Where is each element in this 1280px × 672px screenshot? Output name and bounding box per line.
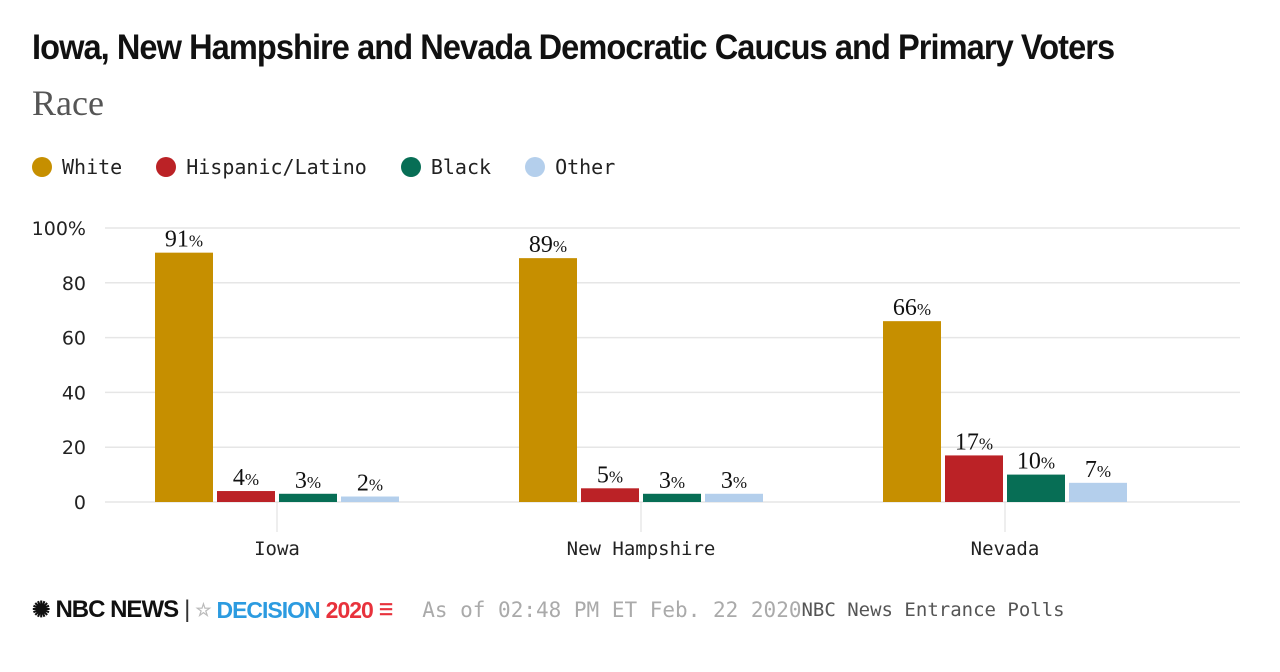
legend-item-white: White — [32, 155, 122, 179]
data-label: 3% — [721, 468, 747, 494]
bar-hispanic-latino — [945, 455, 1003, 502]
chart-title: Iowa, New Hampshire and Nevada Democrati… — [32, 28, 1115, 67]
data-label: 3% — [295, 468, 321, 494]
legend-item-hispanic: Hispanic/Latino — [156, 155, 367, 179]
legend-label: Hispanic/Latino — [186, 155, 367, 179]
y-tick-label: 80 — [62, 273, 86, 295]
as-of-timestamp: As of 02:48 PM ET Feb. 22 2020 — [422, 598, 802, 622]
legend-swatch — [400, 157, 421, 177]
data-label: 66% — [893, 295, 931, 321]
bar-white — [883, 321, 941, 502]
legend-item-black: Black — [400, 155, 492, 179]
data-label: 91% — [165, 227, 203, 253]
star-icon: ☆ — [195, 599, 211, 620]
legend-label: Black — [430, 155, 492, 179]
footer: ✺ NBC NEWS | ☆ DECISION 2020 ☰ As of 02:4… — [32, 596, 1065, 624]
x-tick-label: Nevada — [971, 538, 1040, 560]
x-tick-label: Iowa — [254, 538, 300, 560]
legend-swatch — [32, 157, 52, 177]
y-tick-label: 100% — [32, 218, 86, 240]
data-label: 10% — [1017, 449, 1055, 475]
bar-black — [643, 493, 701, 502]
y-tick-label: 60 — [62, 328, 86, 350]
logo-text: NBC NEWS — [55, 596, 179, 623]
bar-hispanic-latino — [217, 491, 275, 502]
data-label: 7% — [1085, 457, 1111, 483]
y-tick-label: 40 — [62, 382, 86, 404]
bar-white — [155, 252, 213, 502]
legend: White Hispanic/Latino Black Other — [32, 155, 615, 179]
data-label: 89% — [529, 232, 567, 258]
chart-subtitle: Race — [32, 83, 104, 123]
data-label: 3% — [659, 468, 685, 494]
y-tick-label: 20 — [62, 437, 86, 459]
bar-hispanic-latino — [581, 488, 639, 502]
source-text: NBC News Entrance Polls — [801, 599, 1065, 621]
data-label: 2% — [357, 471, 383, 497]
data-label: 17% — [955, 429, 993, 455]
legend-item-other: Other — [525, 155, 615, 179]
bar-white — [519, 258, 577, 502]
decision-year: 2020 — [325, 596, 374, 623]
legend-swatch — [525, 157, 546, 177]
nbc-news-logo: ✺ NBC NEWS | ☆ DECISION 2020 ☰ — [32, 596, 393, 624]
legend-label: Other — [555, 155, 616, 179]
bar-other — [705, 493, 763, 502]
x-tick-label: New Hampshire — [567, 538, 716, 560]
bar-other — [1069, 482, 1127, 502]
peacock-icon: ✺ — [32, 597, 50, 622]
divider: | — [184, 596, 190, 623]
bar-chart: 0 20 40 60 80 100% Iowa 91% 4% 3% 2% New Hampshire 8… — [32, 218, 1240, 560]
data-label: 4% — [233, 465, 259, 491]
bar-other — [341, 496, 399, 502]
legend-label: White — [62, 155, 123, 179]
y-tick-label: 0 — [74, 492, 86, 514]
bar-black — [279, 493, 337, 502]
bar-black — [1007, 474, 1065, 502]
data-label: 5% — [597, 462, 623, 488]
legend-swatch — [156, 157, 177, 177]
flag-icon: ☰ — [378, 602, 393, 619]
decision-text: DECISION — [216, 596, 320, 623]
